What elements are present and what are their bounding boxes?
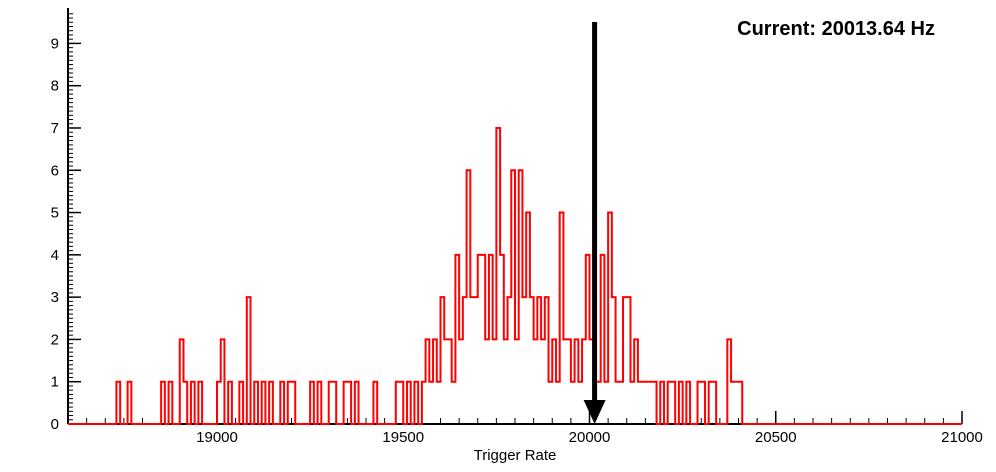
y-tick-label: 6 <box>51 162 59 179</box>
y-tick-label: 1 <box>51 374 59 391</box>
y-tick-label: 2 <box>51 331 59 348</box>
x-axis-title: Trigger Rate <box>473 447 557 464</box>
y-tick-label: 8 <box>51 78 59 95</box>
histogram-line <box>68 126 962 425</box>
y-tick-label: 3 <box>51 289 59 306</box>
current-arrow-head <box>583 400 606 424</box>
y-tick-label: 9 <box>51 35 59 52</box>
y-tick-label: 5 <box>51 205 59 222</box>
x-tick-label: 21000 <box>941 429 983 446</box>
y-tick-label: 7 <box>51 120 59 137</box>
x-tick-label: 19000 <box>196 429 238 446</box>
x-tick-label: 20000 <box>569 429 611 446</box>
y-tick-label: 4 <box>51 247 59 264</box>
x-tick-label: 19500 <box>382 429 424 446</box>
current-rate-label: Current: 20013.64 Hz <box>737 18 935 40</box>
y-tick-label: 0 <box>51 416 59 433</box>
x-tick-label: 20500 <box>755 429 797 446</box>
